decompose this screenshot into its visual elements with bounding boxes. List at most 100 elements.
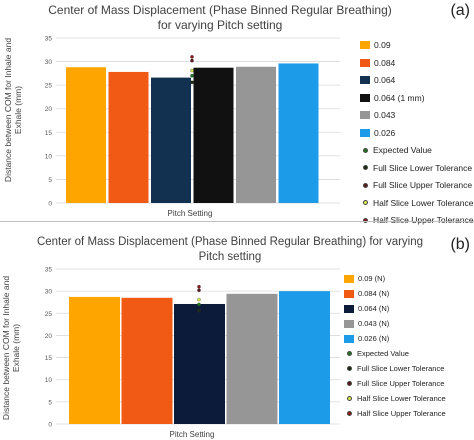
y-tick-label-b: 20 [45,333,53,340]
marker-point-a-3 [190,68,194,73]
legend-point-label-a-1: Full Slice Lower Tolerance [373,162,473,173]
bar-a-3 [193,67,234,203]
y-tick-label-a: 10 [45,153,53,160]
legend-item-b-1: 0.084 (N) [344,289,389,298]
legend-dot-a-2 [363,182,368,188]
legend-swatch-b-2 [344,304,354,313]
marker-point-b-1 [197,308,201,313]
marker-point-a-0 [190,73,194,78]
plot-area-b: 0 5 10 15 20 25 30 35 [45,267,340,429]
legend-label-b-2: 0.064 (N) [358,304,390,313]
marker-point-b-3 [197,297,201,302]
bar-a-1 [108,71,149,203]
legend-dot-a-4 [363,217,368,223]
y-tick-label-a: 25 [45,83,53,90]
legend-dot-b-3 [347,396,352,401]
legend-label-a-5: 0.026 [374,127,396,138]
legend-dot-b-1 [347,366,352,371]
legend-swatch-a-2 [360,76,370,84]
legend-point-label-b-1: Full Slice Lower Tolerance [357,364,445,373]
legend-item-a-5: 0.026 [360,128,395,138]
bar-a-4 [236,66,276,203]
chart-panel-b: (b) Center of Mass Displacement (Phase B… [0,222,474,440]
y-tick-label-b: 35 [45,267,53,274]
marker-point-a-1 [190,80,194,85]
marker-point-b-0 [197,302,201,307]
y-tick-label-b: 30 [45,289,53,296]
legend-swatch-b-1 [344,289,354,298]
legend-label-a-3: 0.064 (1 mm) [374,92,425,103]
bar-b-3 [226,293,278,424]
legend-point-item-a-0: Expected Value [360,145,432,155]
legend-point-item-a-1: Full Slice Lower Tolerance [360,163,472,173]
legend-dot-b-0 [347,351,352,356]
legend-point-item-a-2: Full Slice Upper Tolerance [360,180,472,190]
bar-b-1 [121,297,173,424]
bar-b-0 [69,296,120,424]
legend-swatch-a-1 [360,58,370,67]
y-tick-label-b: 25 [45,311,53,318]
legend-label-b-3: 0.043 (N) [358,319,390,328]
legend-item-a-3: 0.064 (1 mm) [360,93,425,103]
legend-label-a-1: 0.084 [374,57,396,68]
legend-swatch-a-4 [360,111,370,119]
legend-point-label-b-0: Expected Value [357,349,409,358]
legend-dot-a-3 [363,200,368,205]
legend-item-b-3: 0.043 (N) [344,319,389,328]
bar-b-4 [279,291,330,424]
legend-item-a-1: 0.084 [360,58,395,68]
bar-a-5 [278,63,319,204]
marker-point-b-2 [197,288,201,293]
y-tick-label-b: 5 [48,399,52,406]
legend-point-label-b-3: Half Slice Lower Tolerance [357,394,446,403]
legend-point-label-a-2: Full Slice Upper Tolerance [373,180,473,190]
marker-point-a-2 [190,58,194,63]
legend-dot-a-1 [363,165,368,170]
x-axis-label-b: Pitch Setting [169,430,215,439]
legend-item-a-2: 0.064 [360,75,395,85]
legend-item-a-4: 0.043 [360,110,395,120]
y-tick-label-b: 10 [45,377,53,384]
legend-swatch-a-5 [360,128,370,137]
x-axis-label-a: Pitch Setting [167,209,213,218]
legend-point-item-a-4: Half Slice Upper Tolerance [360,215,473,225]
y-tick-label-a: 5 [48,177,52,184]
legend-point-label-a-4: Half Slice Upper Tolerance [373,215,474,225]
bar-a-0 [66,67,106,203]
legend-item-b-2: 0.064 (N) [344,304,389,313]
legend-swatch-b-0 [344,274,354,283]
panel-letter-b: (b) [450,236,470,253]
marker-point-b-4 [197,284,201,289]
legend-label-a-0: 0.09 [374,40,391,50]
legend-swatch-b-4 [344,334,354,343]
legend-dot-b-4 [347,411,352,416]
legend-item-b-0: 0.09 (N) [344,274,385,283]
legend-item-a-0: 0.09 [360,40,391,50]
legend-point-item-b-3: Half Slice Lower Tolerance [344,394,446,403]
bar-b-2 [174,303,225,424]
y-tick-label-a: 35 [45,36,53,43]
legend-point-item-a-3: Half Slice Lower Tolerance [360,198,473,208]
legend-point-item-b-1: Full Slice Lower Tolerance [344,364,444,373]
legend-point-item-b-0: Expected Value [344,349,409,358]
panel-letter-a: (a) [450,2,470,19]
panel-divider [0,221,474,222]
marker-point-a-4 [190,55,194,59]
legend-swatch-a-3 [360,93,370,102]
chart-panel-a: (a) Center of Mass Displacement (Phase B… [3,2,473,225]
y-tick-label-a: 30 [45,59,53,66]
y-tick-label-a: 20 [45,106,53,113]
legend-item-b-4: 0.026 (N) [344,334,389,343]
legend-label-b-4: 0.026 (N) [358,334,390,343]
chart-title-b: Center of Mass Displacement (Phase Binne… [36,236,424,263]
chart-title-a: Center of Mass Displacement (Phase Binne… [48,3,392,32]
legend-swatch-a-0 [360,41,370,49]
legend-swatch-b-3 [344,319,354,328]
bar-a-2 [151,77,191,203]
legend-point-item-b-2: Full Slice Upper Tolerance [344,379,444,388]
legend-dot-b-2 [347,381,352,386]
legend-label-b-1: 0.084 (N) [358,289,390,298]
legend-dot-a-0 [363,147,368,153]
legend-label-a-4: 0.043 [374,110,396,120]
legend-point-item-b-4: Half Slice Upper Tolerance [344,409,446,418]
